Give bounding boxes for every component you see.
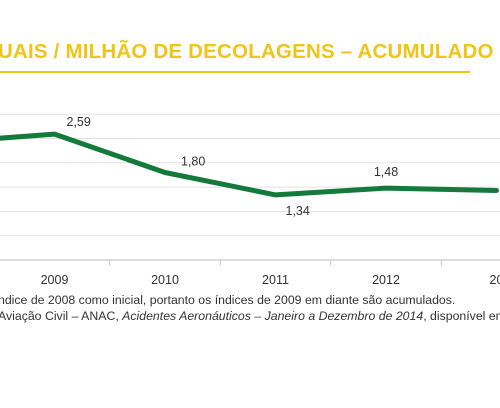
chart-title: UAIS / MILHÃO DE DECOLAGENS – ACUMULADO [0,40,494,63]
footnote-source-prefix: Aviação Civil – ANAC, [0,309,123,323]
data-label: 1,48 [374,165,398,179]
gridlines [0,113,500,237]
title-underline [0,71,470,73]
series-line [0,131,499,198]
x-tick-label: 2010 [151,273,179,287]
data-labels: 2,59 1,80 1,34 1,48 [67,115,399,218]
footnotes: ndice de 2008 como inicial, portanto os … [0,292,500,324]
data-label: 1,34 [286,204,310,218]
x-tick-label: 20 [490,273,500,287]
footnote-line-1: ndice de 2008 como inicial, portanto os … [0,293,456,307]
x-tick-label: 2012 [372,273,400,287]
x-axis-tick-labels: 2009 2010 2011 2012 20 [41,273,500,287]
footnote-source-suffix: , disponível em w [423,309,500,323]
footnote-line-2: Aviação Civil – ANAC, Acidentes Aeronáut… [0,308,500,324]
x-tick-label: 2011 [262,273,289,287]
footnote-source-title: Acidentes Aeronáuticos – Janeiro a Dezem… [122,309,424,323]
x-axis-ticks [109,260,442,266]
data-label: 1,80 [181,155,205,169]
x-tick-label: 2009 [41,273,69,287]
data-label: 2,59 [67,115,91,129]
